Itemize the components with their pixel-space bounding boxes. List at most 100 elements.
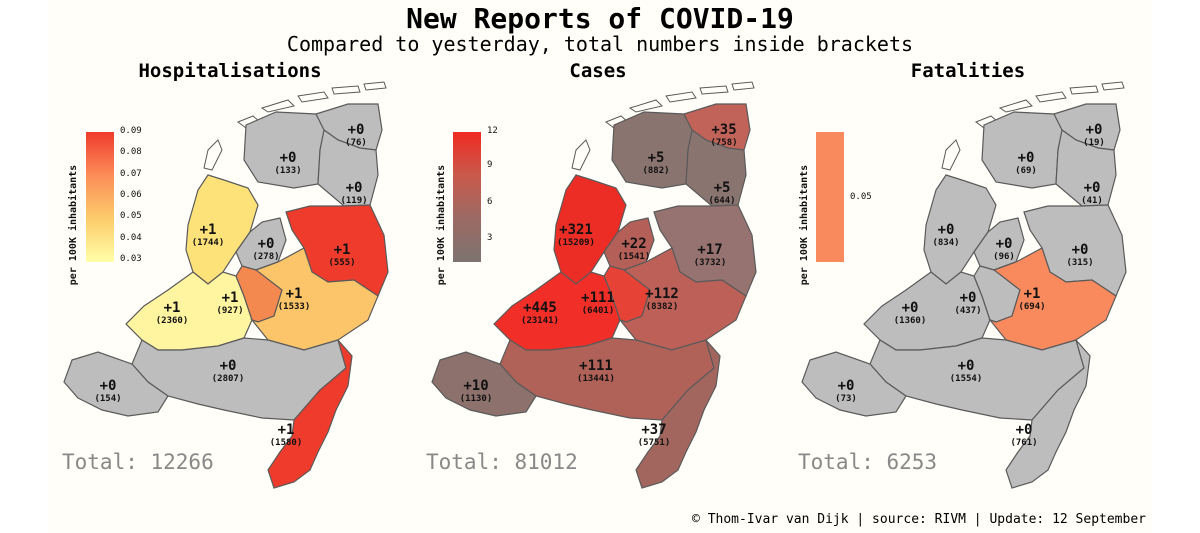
colorbar-tick-1-0: 12 [487,126,498,136]
label-new-gelderland: +112 [645,286,679,302]
label-new-drenthe: +5 [714,180,731,196]
label-total-drenthe: (41) [1081,196,1103,206]
label-new-zuid-holland: +0 [902,300,919,316]
label-new-gelderland: +1 [1024,286,1041,302]
label-total-flevoland: (1541) [618,252,651,262]
map-panel-1: +35(758)+5(882)+5(644)+321(15209) +22(154… [431,81,757,489]
label-total-friesland: (133) [274,166,301,176]
label-total-zuid-holland: (1360) [894,316,927,326]
region-limburg [1005,339,1091,489]
colorbar-label-hospitalisations: per 100K inhabitants [68,164,79,286]
label-new-utrecht: +1 [222,290,239,306]
island-4 [363,81,387,91]
label-new-utrecht: +111 [581,290,615,306]
colorbar-tick-0-4: 0.05 [120,211,142,222]
label-total-zuid-holland: (23141) [521,316,559,326]
label-new-zeeland: +0 [100,378,117,394]
maps-canvas: +0(76)+0(133)+0(119)+1(1744) +0(278) +1(55… [63,81,1127,489]
label-new-drenthe: +0 [346,180,363,196]
label-total-drenthe: (119) [340,196,367,206]
label-total-noord-brabant: (1554) [950,374,983,384]
label-total-noord-holland: (834) [932,238,959,248]
label-total-groningen: (758) [710,138,737,148]
colorbar-label-fatalities: per 100K inhabitants [799,164,810,286]
label-total-noord-holland: (15209) [557,238,595,248]
region-drenthe [1055,128,1117,207]
island-3 [1069,85,1099,95]
label-total-groningen: (76) [345,138,367,148]
label-total-noord-brabant: (13441) [577,374,615,384]
label-new-groningen: +0 [1086,122,1103,138]
label-total-noord-holland: (1744) [192,238,225,248]
colorbar-tick-1-2: 6 [487,197,493,207]
label-total-zuid-holland: (2360) [156,316,189,326]
label-total-utrecht: (927) [216,306,243,316]
label-new-zeeland: +10 [463,378,488,394]
label-new-zuid-holland: +445 [523,300,557,316]
region-zeeland [63,351,169,417]
label-new-limburg: +1 [278,422,295,438]
label-new-groningen: +0 [348,122,365,138]
label-new-friesland: +5 [648,150,665,166]
island-3 [699,85,729,95]
colorbar-tick-2-0: 0.05 [850,192,872,202]
island-2 [297,91,329,103]
label-new-overijssel: +17 [697,242,722,258]
label-total-limburg: (761) [1010,438,1037,448]
figure-subtitle: Compared to yesterday, total numbers ins… [286,32,914,56]
region-gelderland [250,247,379,351]
colorbar-label-cases: per 100K inhabitants [436,164,447,286]
label-new-zeeland: +0 [838,378,855,394]
island-4 [1101,81,1125,91]
label-new-noord-holland: +321 [559,222,593,238]
colorbar-tick-0-3: 0.06 [120,190,142,200]
region-limburg [635,339,721,489]
label-new-gelderland: +1 [286,286,303,302]
region-limburg [267,339,353,489]
label-new-drenthe: +0 [1084,180,1101,196]
figure: New Reports of COVID-19 Compared to yest… [48,0,1152,533]
label-total-gelderland: (694) [1018,302,1045,312]
island-1 [998,99,1033,113]
footer-credit: © Thom-Ivar van Dijk | source: RIVM | Up… [692,512,1146,527]
colorbar-cases [453,132,481,262]
colorbar-tick-0-6: 0.03 [120,254,142,264]
map-panel-2: +0(19)+0(69)+0(41)+0(834) +0(96) +0(315)+0… [801,81,1127,489]
island-3 [331,85,361,95]
label-total-flevoland: (278) [252,252,279,262]
label-new-noord-holland: +1 [200,222,217,238]
island-1 [260,99,295,113]
label-total-overijssel: (315) [1066,258,1093,268]
label-total-groningen: (19) [1083,138,1105,148]
label-new-noord-brabant: +0 [958,358,975,374]
label-new-noord-brabant: +0 [220,358,237,374]
label-total-friesland: (882) [642,166,669,176]
colorbar-tick-0-2: 0.07 [120,168,142,179]
colorbar-tick-0-0: 0.09 [120,126,142,136]
label-total-utrecht: (6401) [582,306,615,316]
label-total-drenthe: (644) [708,196,735,206]
region-gelderland [988,247,1117,351]
label-total-zeeland: (1130) [460,394,493,404]
island-4 [731,81,755,91]
region-zeeland [431,351,537,417]
label-total-zeeland: (73) [835,394,857,404]
label-total-utrecht: (437) [954,306,981,316]
label-total-noord-brabant: (2807) [212,374,245,384]
label-new-friesland: +0 [280,150,297,166]
label-new-friesland: +0 [1018,150,1035,166]
total-hospitalisations: Total: 12266 [62,450,214,474]
region-drenthe [685,128,747,207]
island-1 [628,99,663,113]
label-total-limburg: (1580) [270,438,303,448]
region-gelderland [618,247,747,351]
label-new-noord-brabant: +111 [579,358,613,374]
colorbar-fatalities [816,132,844,262]
panel-title-fatalities: Fatalities [910,60,1026,82]
region-zeeland [801,351,907,417]
total-cases: Total: 81012 [426,450,578,474]
island-2 [665,91,697,103]
label-new-limburg: +37 [641,422,666,438]
label-new-limburg: +0 [1016,422,1033,438]
label-total-overijssel: (555) [328,258,355,268]
